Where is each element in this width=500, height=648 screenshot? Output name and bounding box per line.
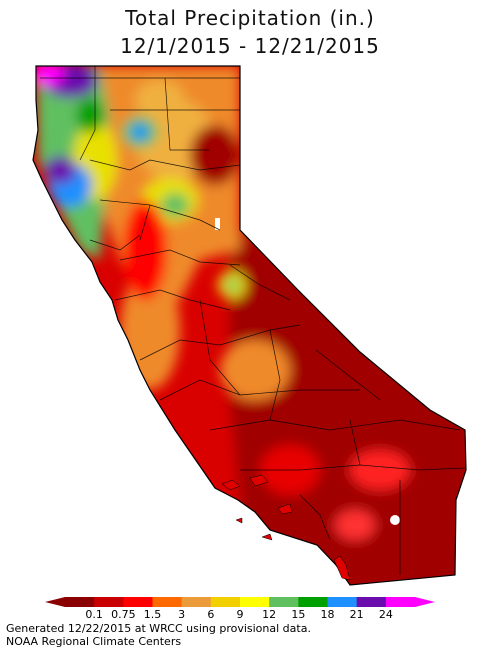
- legend-labels: 0.1 0.75 1.5 3 6 9 12 15 18 21 24: [0, 608, 500, 622]
- legend-swatch: [269, 597, 299, 607]
- legend-tick-label: 9: [236, 608, 244, 621]
- legend-color-bar: [45, 597, 435, 607]
- legend-swatch: [181, 597, 212, 607]
- legend-tick-label: 12: [262, 608, 277, 621]
- legend-tick-label: 21: [349, 608, 364, 621]
- legend-swatch: [298, 597, 328, 607]
- legend-tick-label: 1.5: [143, 608, 162, 621]
- legend-tick-label: 3: [178, 608, 186, 621]
- county-boundaries: [40, 66, 466, 575]
- precipitation-field: [33, 66, 466, 585]
- legend-swatch: [240, 597, 270, 607]
- legend-tick-label: 15: [291, 608, 306, 621]
- map-title: Total Precipitation (in.): [125, 6, 375, 30]
- map-date-range: 12/1/2015 - 12/21/2015: [120, 34, 380, 58]
- generated-note: Generated 12/22/2015 at WRCC using provi…: [6, 622, 311, 635]
- legend-swatch: [210, 597, 241, 607]
- legend-swatch: [152, 597, 183, 607]
- legend-swatch: [123, 597, 153, 607]
- legend-tick-label: 0.1: [85, 608, 103, 621]
- legend-tick-label: 6: [207, 608, 215, 621]
- legend-high-arrow: [415, 597, 435, 607]
- legend-swatch: [65, 597, 95, 607]
- legend-tick-label: 0.75: [111, 608, 136, 621]
- legend-swatch: [385, 597, 416, 607]
- legend-low-arrow: [45, 597, 65, 607]
- legend-swatch: [356, 597, 387, 607]
- legend-tick-label: 18: [320, 608, 335, 621]
- channel-islands: [221, 474, 351, 581]
- legend-swatch: [327, 597, 358, 607]
- legend-tick-label: 24: [378, 608, 393, 621]
- legend-swatch: [94, 597, 124, 607]
- state-outline: [32, 65, 467, 586]
- source-note: NOAA Regional Climate Centers: [6, 635, 182, 648]
